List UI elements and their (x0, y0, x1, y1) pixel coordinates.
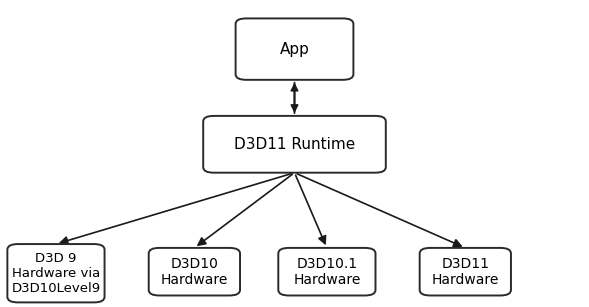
Text: D3D10
Hardware: D3D10 Hardware (161, 257, 228, 287)
FancyBboxPatch shape (279, 248, 376, 295)
Text: D3D10.1
Hardware: D3D10.1 Hardware (293, 257, 360, 287)
Text: App: App (280, 42, 309, 56)
FancyBboxPatch shape (7, 244, 105, 302)
FancyBboxPatch shape (419, 248, 511, 295)
FancyBboxPatch shape (236, 18, 353, 80)
FancyBboxPatch shape (203, 116, 386, 173)
Text: D3D11
Hardware: D3D11 Hardware (432, 257, 499, 287)
FancyBboxPatch shape (148, 248, 240, 295)
Text: D3D11 Runtime: D3D11 Runtime (234, 137, 355, 152)
Text: D3D 9
Hardware via
D3D10Level9: D3D 9 Hardware via D3D10Level9 (11, 252, 101, 295)
